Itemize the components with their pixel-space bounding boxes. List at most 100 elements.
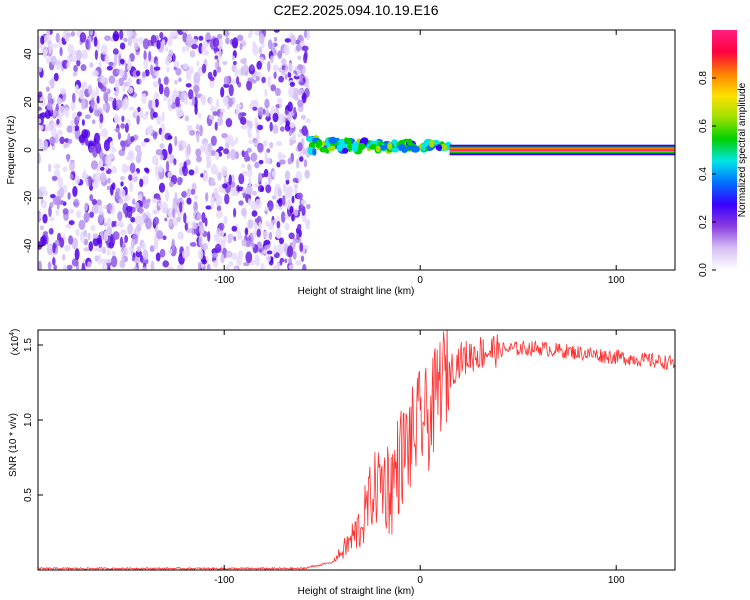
heatmap-noise-cell — [130, 163, 136, 174]
heatmap-noise-cell — [85, 39, 89, 50]
heatmap-noise-cell — [173, 158, 176, 165]
heatmap-noise-cell — [245, 251, 252, 263]
heatmap-noise-cell — [165, 190, 169, 202]
heatmap-noise-cell — [220, 254, 224, 264]
snr-y-multiplier: (x104) — [9, 329, 21, 356]
heatmap-noise-cell — [191, 39, 198, 45]
heatmap-noise-cell — [55, 210, 59, 216]
heatmap-noise-cell — [220, 87, 224, 98]
heatmap-noise-cell — [162, 236, 166, 241]
heatmap-noise-cell — [233, 236, 236, 241]
heatmap-noise-cell — [73, 65, 78, 72]
heatmap-noise-cell — [79, 135, 86, 144]
heatmap-noise-cell — [110, 234, 113, 246]
heatmap-noise-cell — [296, 158, 300, 168]
heatmap-noise-cell — [284, 45, 290, 55]
heatmap-noise-cell — [213, 70, 217, 77]
heatmap-noise-cell — [99, 248, 103, 253]
heatmap-noise-cell — [76, 210, 81, 218]
heatmap-noise-cell — [227, 239, 231, 244]
heatmap-noise-cell — [160, 249, 166, 258]
heatmap-noise-cell — [198, 113, 202, 119]
heatmap-noise-cell — [241, 208, 247, 217]
heatmap-noise-cell — [214, 187, 219, 198]
heatmap-noise-cell — [195, 86, 198, 97]
heatmap-noise-cell — [38, 43, 42, 49]
heatmap-noise-cell — [152, 99, 156, 110]
heatmap-noise-cell — [153, 209, 157, 214]
heatmap-noise-cell — [229, 139, 235, 146]
x-tick-label: 0 — [417, 575, 423, 586]
heatmap-noise-cell — [290, 140, 297, 144]
heatmap-noise-cell — [265, 184, 271, 193]
heatmap-noise-cell — [137, 107, 140, 113]
heatmap-noise-cell — [49, 228, 54, 235]
heatmap-noise-cell — [62, 254, 65, 261]
heatmap-noise-cell — [169, 182, 174, 188]
heatmap-noise-cell — [273, 124, 279, 134]
heatmap-noise-cell — [72, 186, 77, 197]
heatmap-transition-cell — [319, 147, 327, 153]
heatmap-noise-cell — [137, 150, 142, 157]
heatmap-noise-cell — [297, 224, 301, 230]
heatmap-noise-cell — [264, 89, 267, 97]
heatmap-noise-cell — [54, 164, 61, 169]
heatmap-noise-cell — [248, 132, 252, 138]
heatmap-noise-cell — [256, 61, 262, 70]
heatmap-noise-cell — [83, 247, 89, 251]
heatmap-noise-cell — [128, 57, 131, 67]
x-tick-label: -100 — [214, 275, 234, 286]
heatmap-noise-cell — [177, 177, 182, 185]
heatmap-noise-cell — [41, 235, 46, 247]
heatmap-noise-cell — [89, 241, 94, 251]
heatmap-noise-cell — [70, 55, 77, 62]
heatmap-noise-cell — [47, 245, 53, 249]
heatmap-noise-cell — [265, 206, 269, 211]
heatmap-noise-cell — [143, 249, 149, 260]
heatmap-noise-cell — [106, 204, 112, 211]
heatmap-noise-cell — [53, 264, 57, 270]
heatmap-noise-cell — [293, 251, 297, 260]
colorbar-tick-label: 0.4 — [698, 167, 709, 181]
heatmap-noise-cell — [127, 209, 132, 219]
heatmap-noise-cell — [52, 242, 55, 253]
x-tick-label: -100 — [214, 575, 234, 586]
heatmap-noise-cell — [68, 139, 72, 144]
heatmap-noise-cell — [108, 62, 113, 66]
heatmap-noise-cell — [83, 230, 87, 237]
heatmap-noise-cell — [106, 218, 112, 228]
heatmap-noise-cell — [80, 32, 86, 43]
heatmap-transition-cell — [352, 144, 359, 151]
heatmap-noise-cell — [224, 76, 230, 85]
heatmap-noise-cell — [69, 220, 75, 225]
heatmap-transition-cell — [342, 148, 348, 154]
heatmap-noise-cell — [185, 115, 190, 121]
spectrogram-x-label: Height of straight line (km) — [298, 286, 415, 297]
heatmap-noise-cell — [268, 76, 272, 88]
heatmap-noise-cell — [265, 116, 271, 120]
heatmap-noise-cell — [285, 38, 291, 43]
heatmap-noise-cell — [215, 244, 221, 253]
y-tick-label: 20 — [23, 96, 34, 108]
heatmap-noise-cell — [272, 195, 277, 199]
heatmap-noise-cell — [255, 199, 262, 209]
heatmap-noise-cell — [161, 130, 164, 142]
y-tick-label: 0.5 — [23, 488, 34, 502]
heatmap-noise-cell — [113, 231, 120, 240]
heatmap-noise-cell — [299, 242, 303, 252]
heatmap-noise-cell — [159, 183, 165, 193]
heatmap-noise-cell — [292, 131, 295, 140]
heatmap-noise-cell — [187, 188, 191, 196]
heatmap-noise-cell — [192, 96, 195, 106]
heatmap-noise-cell — [254, 255, 260, 266]
heatmap-noise-cell — [45, 124, 52, 132]
heatmap-noise-cell — [175, 192, 178, 204]
heatmap-noise-cell — [284, 259, 287, 264]
heatmap-transition-cell — [429, 140, 435, 148]
heatmap-noise-cell — [172, 239, 175, 251]
heatmap-noise-cell — [207, 264, 211, 275]
heatmap-noise-cell — [297, 142, 302, 151]
heatmap-noise-cell — [124, 197, 128, 202]
heatmap-noise-cell — [107, 250, 110, 255]
heatmap-noise-cell — [215, 55, 219, 59]
